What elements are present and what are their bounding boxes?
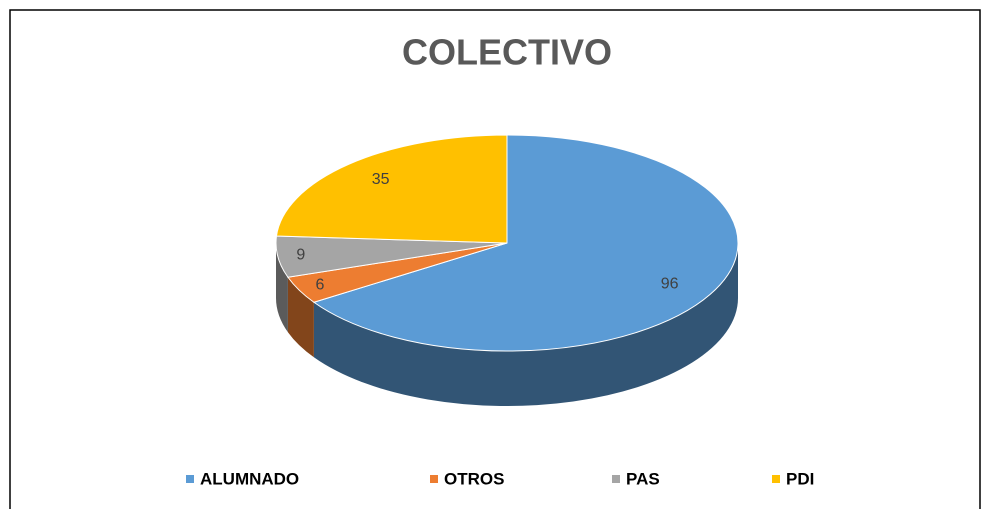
- data-label: 6: [316, 277, 325, 294]
- pie-side: [276, 243, 288, 333]
- pie-sides: [276, 243, 738, 406]
- pie-side: [287, 277, 314, 358]
- pie-side: [313, 243, 738, 406]
- legend-swatch: [612, 475, 620, 483]
- pie-tops: [275, 134, 739, 352]
- legend-swatch: [186, 475, 194, 483]
- legend-label: OTROS: [444, 469, 504, 488]
- legend-label: PDI: [786, 469, 814, 488]
- data-label: 9: [296, 247, 305, 264]
- pie-slice: [275, 134, 508, 244]
- data-label: 96: [661, 275, 679, 292]
- legend-swatch: [430, 475, 438, 483]
- pie-slice: [312, 134, 739, 352]
- data-label: 35: [372, 171, 390, 188]
- legend-label: PAS: [626, 469, 660, 488]
- legend-swatch: [772, 475, 780, 483]
- legend-label: ALUMNADO: [200, 469, 299, 488]
- data-labels: 96 69 35: [296, 171, 678, 293]
- chart-title: COLECTIVO: [402, 32, 612, 73]
- legend: ALUMNADO OTROS PAS PDI: [186, 469, 814, 488]
